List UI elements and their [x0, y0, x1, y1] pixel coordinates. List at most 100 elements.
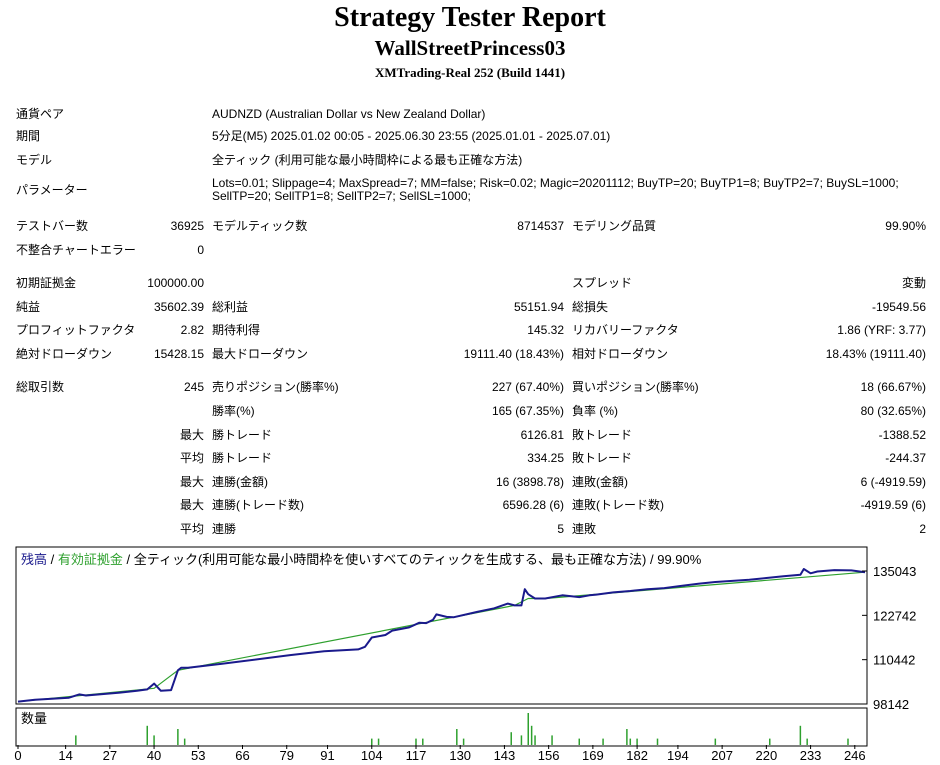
balance-line — [17, 568, 866, 703]
x-tick-label: 130 — [449, 748, 471, 763]
bars-label: テストバー数 — [16, 219, 89, 233]
net-label: 純益 — [16, 300, 41, 314]
quality-value: 99.90% — [885, 219, 926, 233]
short-value: 227 (67.40%) — [491, 380, 564, 394]
server-build: XMTrading-Real 252 (Build 1441) — [374, 65, 566, 80]
avg-loss-label: 敗トレード — [572, 451, 633, 465]
x-tick-label: 27 — [103, 748, 117, 763]
avg-consec-win-value: 5 — [557, 522, 564, 536]
chart-lines — [17, 568, 866, 703]
expected-value: 145.32 — [527, 323, 564, 337]
avg-consec-loss-label: 連敗 — [572, 522, 597, 536]
expert-name: WallStreetPrincess03 — [374, 36, 566, 60]
x-tick-label: 117 — [406, 748, 427, 763]
legend-rest: 全ティック(利用可能な最小時間枠を使いすべてのティックを生成する、最も正確な方法… — [134, 552, 702, 567]
period-value: 5分足(M5) 2025.01.02 00:05 - 2025.06.30 23… — [212, 129, 611, 143]
max-label: 最大 — [179, 428, 204, 442]
pf-value: 2.82 — [180, 323, 204, 337]
volume-label: 数量 — [21, 711, 47, 726]
report-title: Strategy Tester Report — [334, 2, 606, 33]
max-loss-label: 敗トレード — [572, 428, 633, 442]
consec-win-amount-label: 連勝(金額) — [212, 475, 268, 489]
pair-value: AUDNZD (Australian Dollar vs New Zealand… — [212, 107, 486, 121]
y-axis-ticks: 135043 122742 110442 98142 — [862, 564, 916, 712]
chart-legend: 残高 / 有効証拠金 / 全ティック(利用可能な最小時間枠を使いすべてのティック… — [21, 552, 702, 567]
x-tick-label: 0 — [14, 748, 21, 763]
x-tick-label: 156 — [538, 748, 560, 763]
avg-loss-value: -244.37 — [885, 451, 926, 465]
max-win-label: 勝トレード — [212, 428, 273, 442]
gross-loss-label: 総損失 — [572, 300, 609, 314]
x-axis-ticks: 0 14 27 40 53 66 79 91 104 117 130 143 156 169 182 194 2… — [14, 745, 866, 763]
abs-dd-value: 15428.15 — [153, 347, 204, 361]
legend-equity: 有効証拠金 — [58, 552, 123, 567]
expected-label: 期待利得 — [212, 323, 261, 337]
consec-loss-amount-label: 連敗(金額) — [572, 475, 628, 489]
deposit-value: 100000.00 — [147, 276, 204, 290]
x-tick-label: 246 — [844, 748, 866, 763]
avg-win-label: 勝トレード — [212, 451, 273, 465]
rel-dd-value: 18.43% (19111.40) — [825, 347, 926, 361]
errors-label: 不整合チャートエラー — [16, 243, 136, 257]
gross-profit-value: 55151.94 — [513, 300, 564, 314]
y-tick-label: 98142 — [873, 697, 909, 712]
abs-dd-label: 絶対ドローダウン — [16, 347, 113, 361]
legend-balance: 残高 — [21, 552, 47, 567]
consec-loss-trades-label: 連敗(トレード数) — [572, 498, 664, 512]
y-tick-label: 122742 — [873, 608, 916, 623]
ticks-label: モデルティック数 — [212, 219, 308, 233]
x-tick-label: 143 — [494, 748, 516, 763]
short-label: 売りポジション(勝率%) — [212, 380, 339, 394]
legend-sep2: / — [123, 552, 134, 567]
gross-profit-label: 総利益 — [212, 300, 249, 314]
x-tick-label: 14 — [58, 748, 72, 763]
x-tick-label: 66 — [235, 748, 249, 763]
lossrate-label: 負率 (%) — [572, 404, 618, 418]
rel-dd-label: 相対ドローダウン — [572, 347, 669, 361]
pf-label: プロフィットファクタ — [16, 323, 136, 337]
max-dd-value: 19111.40 (18.43%) — [463, 347, 564, 361]
x-tick-label: 104 — [361, 748, 383, 763]
errors-value: 0 — [197, 243, 204, 257]
model-label: モデル — [16, 153, 53, 167]
x-tick-label: 79 — [279, 748, 293, 763]
x-tick-label: 91 — [320, 748, 334, 763]
consec-loss-trades-value: -4919.59 (6) — [860, 498, 926, 512]
winrate-value: 165 (67.35%) — [491, 404, 564, 418]
max-loss-value: -1388.52 — [878, 428, 926, 442]
spread-label: スプレッド — [572, 276, 633, 290]
model-value: 全ティック (利用可能な最小時間枠による最も正確な方法) — [212, 153, 523, 167]
params-value: Lots=0.01; Slippage=4; MaxSpread=7; MM=f… — [212, 176, 899, 203]
long-value: 18 (66.67%) — [860, 380, 926, 394]
legend-sep1: / — [47, 552, 58, 567]
max2-label: 最大 — [179, 475, 204, 489]
consec-win-amount-value: 16 (3898.78) — [495, 475, 564, 489]
avg2-label: 平均 — [179, 522, 204, 536]
avg-win-value: 334.25 — [527, 451, 564, 465]
x-tick-label: 182 — [626, 748, 648, 763]
deposit-label: 初期証拠金 — [16, 276, 77, 290]
x-tick-label: 40 — [147, 748, 161, 763]
y-tick-label: 135043 — [873, 564, 916, 579]
max-dd-label: 最大ドローダウン — [212, 347, 309, 361]
pair-label: 通貨ペア — [16, 107, 65, 121]
quality-label: モデリング品質 — [572, 219, 657, 233]
volume-plot-frame — [15, 707, 868, 747]
period-label: 期間 — [16, 129, 41, 143]
bars-value: 36925 — [170, 219, 204, 233]
ticks-value: 8714537 — [517, 219, 564, 233]
consec-loss-amount-value: 6 (-4919.59) — [860, 475, 926, 489]
max3-label: 最大 — [179, 498, 204, 512]
net-value: 35602.39 — [153, 300, 204, 314]
x-tick-label: 53 — [191, 748, 205, 763]
long-label: 買いポジション(勝率%) — [572, 380, 699, 394]
params-label: パラメーター — [16, 183, 88, 197]
max-win-value: 6126.81 — [520, 428, 564, 442]
total-trades-label: 総取引数 — [16, 380, 65, 394]
x-tick-label: 233 — [800, 748, 822, 763]
total-trades-value: 245 — [183, 380, 204, 394]
x-tick-label: 220 — [756, 748, 778, 763]
lossrate-value: 80 (32.65%) — [860, 404, 926, 418]
gross-loss-value: -19549.56 — [871, 300, 926, 314]
